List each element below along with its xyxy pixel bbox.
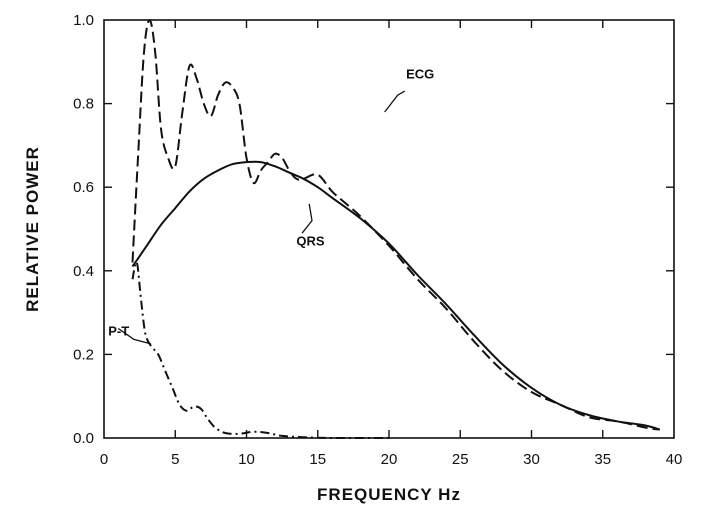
y-tick-label: 0.6 [73, 179, 94, 196]
x-tick-label: 15 [309, 451, 326, 468]
plot-frame-group [103, 19, 675, 439]
series-line-ecg [131, 18, 660, 431]
x-tick-label: 0 [100, 451, 108, 468]
leader-line-ecg [384, 90, 406, 113]
x-tick-label: 25 [452, 451, 469, 468]
y-tick-label: 0.2 [73, 346, 94, 363]
series-labels: ECG QRS P-T [108, 67, 434, 345]
x-tick-label: 10 [238, 451, 255, 468]
series-line-p-t [131, 261, 390, 440]
x-tick-label: 35 [594, 451, 611, 468]
series-label-qrs: QRS [296, 234, 325, 249]
plot-frame [103, 19, 675, 439]
x-tick-label: 30 [523, 451, 540, 468]
x-axis-title: FREQUENCY Hz [317, 485, 461, 504]
y-tick-label: 0.0 [73, 430, 94, 447]
y-tick-label: 0.4 [73, 263, 94, 280]
x-tick-label: 40 [666, 451, 683, 468]
y-axis-ticks: 0.0 0.2 0.4 0.6 0.8 1.0 [73, 12, 674, 447]
series-label-ecg: ECG [406, 67, 434, 82]
leader-line-qrs [301, 203, 313, 234]
leader-line-p-t [117, 327, 152, 345]
y-tick-label: 0.8 [73, 96, 94, 113]
y-tick-label: 1.0 [73, 12, 94, 29]
series-line-qrs [131, 160, 661, 431]
x-tick-label: 20 [381, 451, 398, 468]
series-layer [131, 18, 661, 440]
y-axis-title: RELATIVE POWER [23, 146, 42, 312]
x-tick-label: 5 [171, 451, 179, 468]
series-label-p-t: P-T [108, 324, 129, 339]
x-axis-ticks: 0 5 10 15 20 25 30 35 40 [100, 20, 683, 468]
